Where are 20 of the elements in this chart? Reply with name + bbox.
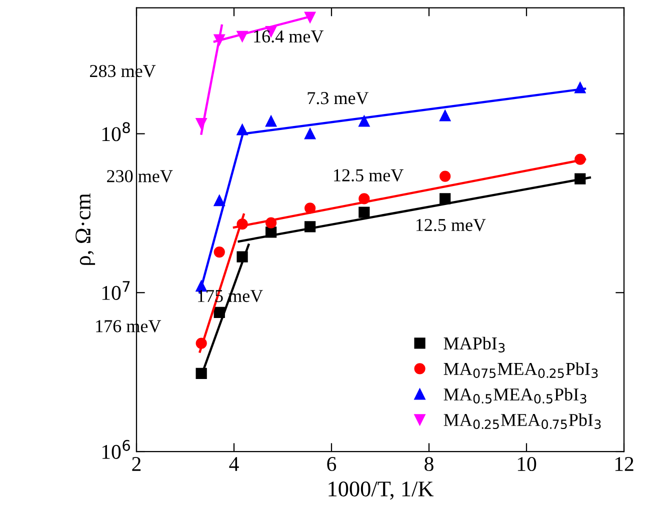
annotation: 12.5 meV <box>416 218 486 232</box>
x-tick-label: 8 <box>424 456 434 472</box>
annotation: 12.5 meV <box>334 169 404 182</box>
x-axis-title: 1000/T, 1/K <box>328 481 434 500</box>
x-tick-label: 6 <box>327 457 336 472</box>
y-axis-title: ρ, Ω·cm <box>76 193 96 265</box>
x-tick-label: 2 <box>132 457 141 471</box>
y-tick-label: 10$^{7}$ <box>102 281 130 300</box>
legend-label: MA$_{0.5}$MEA$_{0.5}$PbI$_{3}$ <box>444 388 586 404</box>
annotation: 16.4 meV <box>254 30 324 43</box>
x-tick-label: 12 <box>615 457 634 471</box>
x-tick-label: 4 <box>229 457 239 471</box>
legend-label: MA$_{0.25}$MEA$_{0.75}$PbI$_{3}$ <box>444 413 601 430</box>
x-tick-label: 10 <box>518 456 536 472</box>
y-tick-label: 10$^{8}$ <box>102 122 130 142</box>
legend-label: MA$_{075}$MEA$_{0.25}$PbI$_{3}$ <box>444 362 598 378</box>
annotation: 230 meV <box>107 170 173 182</box>
legend-label: MAPbI$_{3}$ <box>444 336 505 353</box>
annotation: 7.3 meV <box>308 92 369 104</box>
y-tick-label: 10$^{6}$ <box>102 440 130 459</box>
